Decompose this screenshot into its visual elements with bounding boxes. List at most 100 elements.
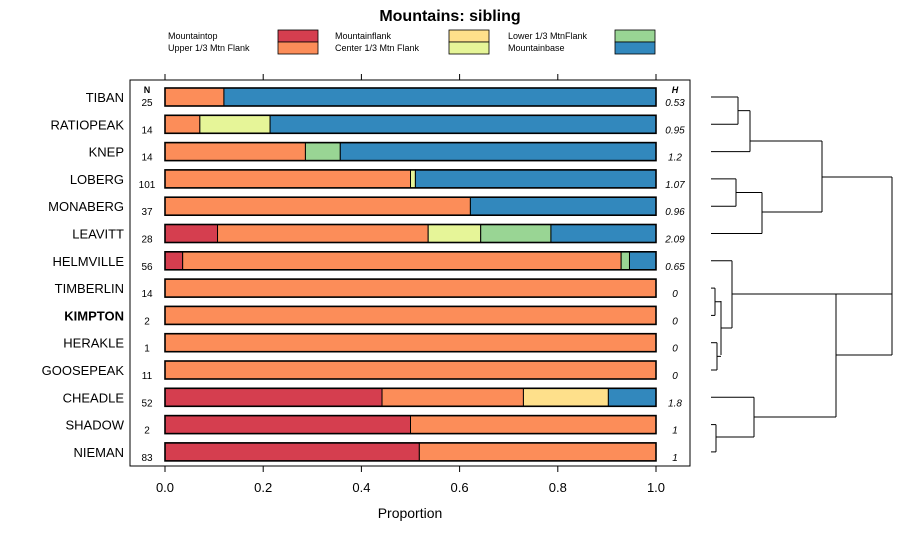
- n-value: 25: [141, 98, 153, 109]
- bar-outline: [164, 414, 657, 435]
- bar-segment: [164, 333, 657, 353]
- legend: Mountaintop Upper 1/3 Mtn Flank Mountainfl…: [168, 29, 656, 55]
- h-value: 1.07: [665, 180, 685, 191]
- h-value: 0.53: [665, 98, 685, 109]
- legend-label: Mountaintop: [168, 31, 218, 41]
- bar-segment: [522, 387, 609, 407]
- bar-segment: [164, 415, 411, 435]
- bar-segment: [182, 251, 622, 271]
- n-value: 14: [141, 125, 153, 136]
- bar-segment: [628, 251, 657, 271]
- x-tick-label: 0.4: [352, 480, 370, 495]
- bar-outline: [164, 114, 657, 135]
- bar-segment: [304, 142, 341, 162]
- legend-label: Mountainflank: [335, 31, 392, 41]
- legend-label: Upper 1/3 Mtn Flank: [168, 43, 250, 53]
- bar-segment: [164, 224, 219, 243]
- bar-segment: [164, 387, 383, 407]
- legend-swatch: [448, 41, 490, 55]
- n-value: 56: [141, 262, 153, 273]
- h-value: 0: [672, 316, 678, 327]
- x-axis-label: Proportion: [378, 505, 443, 521]
- bar-segment: [199, 114, 271, 134]
- x-axis: 0.0 0.2 0.4 0.6 0.8 1.0: [156, 74, 665, 495]
- x-tick-label: 0.8: [549, 480, 567, 495]
- n-value: 52: [141, 398, 153, 409]
- bar-outline: [164, 305, 657, 326]
- bar-rows: TIBAN 25 0.53 RATIOPEAK 14 0.95 KNEP 14 1.2 LOBER…: [42, 87, 685, 464]
- n-value: 28: [141, 235, 153, 246]
- legend-swatch: [614, 29, 656, 43]
- bar-outline: [164, 196, 657, 216]
- bar-segment: [223, 87, 657, 107]
- n-header: N: [144, 85, 151, 95]
- legend-swatch: [614, 41, 656, 55]
- category-label: HELMVILLE: [52, 254, 124, 269]
- h-value: 1.8: [668, 398, 682, 409]
- x-tick-label: 1.0: [647, 480, 665, 495]
- category-label: NIEMAN: [73, 445, 124, 460]
- category-label: CHEADLE: [63, 390, 125, 405]
- h-value: 0: [672, 371, 678, 382]
- bar-segment: [217, 224, 429, 243]
- bar-segment: [164, 142, 306, 162]
- n-value: 37: [141, 207, 153, 218]
- bar-segment: [339, 142, 657, 162]
- category-label: MONABERG: [48, 199, 124, 214]
- bar-segment: [164, 87, 225, 107]
- bar-segment: [164, 169, 411, 189]
- bar-segment: [164, 442, 420, 462]
- bar-segment: [164, 114, 201, 134]
- legend-label: Lower 1/3 MtnFlank: [508, 31, 588, 41]
- bar-outline: [164, 387, 657, 408]
- category-label: KIMPTON: [64, 308, 124, 323]
- n-value: 1: [144, 344, 150, 355]
- dendrogram: [711, 96, 893, 453]
- category-label: GOOSEPEAK: [42, 363, 125, 378]
- bar-segment: [480, 224, 552, 243]
- bar-segment: [410, 415, 657, 435]
- n-value: 14: [141, 153, 153, 164]
- chart-title: Mountains: sibling: [379, 8, 520, 25]
- bar-outline: [164, 332, 657, 353]
- legend-swatch: [277, 29, 319, 43]
- plot-frame: [129, 79, 691, 467]
- category-label: KNEP: [89, 145, 124, 160]
- bar-segment: [164, 196, 471, 216]
- bar-segment: [550, 224, 657, 243]
- h-value: 1: [672, 453, 678, 464]
- category-label: SHADOW: [66, 418, 125, 433]
- h-value: 1: [672, 426, 678, 437]
- x-tick-label: 0.2: [254, 480, 272, 495]
- h-value: 2.09: [664, 235, 685, 246]
- n-value: 2: [144, 426, 150, 437]
- category-label: LEAVITT: [72, 227, 124, 242]
- bar-outline: [164, 251, 657, 271]
- h-value: 0.95: [665, 125, 685, 136]
- h-value: 0: [672, 344, 678, 355]
- category-label: TIBAN: [86, 90, 124, 105]
- legend-swatch: [448, 29, 490, 43]
- bar-segment: [269, 114, 657, 134]
- x-tick-label: 0.6: [451, 480, 469, 495]
- h-value: 0.65: [665, 262, 685, 273]
- n-value: 101: [139, 180, 156, 191]
- bar-outline: [164, 278, 657, 298]
- n-value: 14: [141, 289, 153, 300]
- bar-outline: [164, 169, 657, 189]
- h-header: H: [672, 85, 679, 95]
- bar-segment: [164, 251, 184, 271]
- bar-segment: [381, 387, 524, 407]
- bar-outline: [164, 360, 657, 380]
- h-value: 0: [672, 289, 678, 300]
- bar-segment: [410, 169, 416, 189]
- legend-label: Center 1/3 Mtn Flank: [335, 43, 420, 53]
- n-value: 2: [144, 316, 150, 327]
- category-label: TIMBERLIN: [55, 281, 124, 296]
- h-value: 1.2: [668, 153, 682, 164]
- legend-swatch: [277, 41, 319, 55]
- category-label: RATIOPEAK: [51, 117, 125, 132]
- category-label: HERAKLE: [63, 336, 124, 351]
- bar-outline: [164, 223, 657, 244]
